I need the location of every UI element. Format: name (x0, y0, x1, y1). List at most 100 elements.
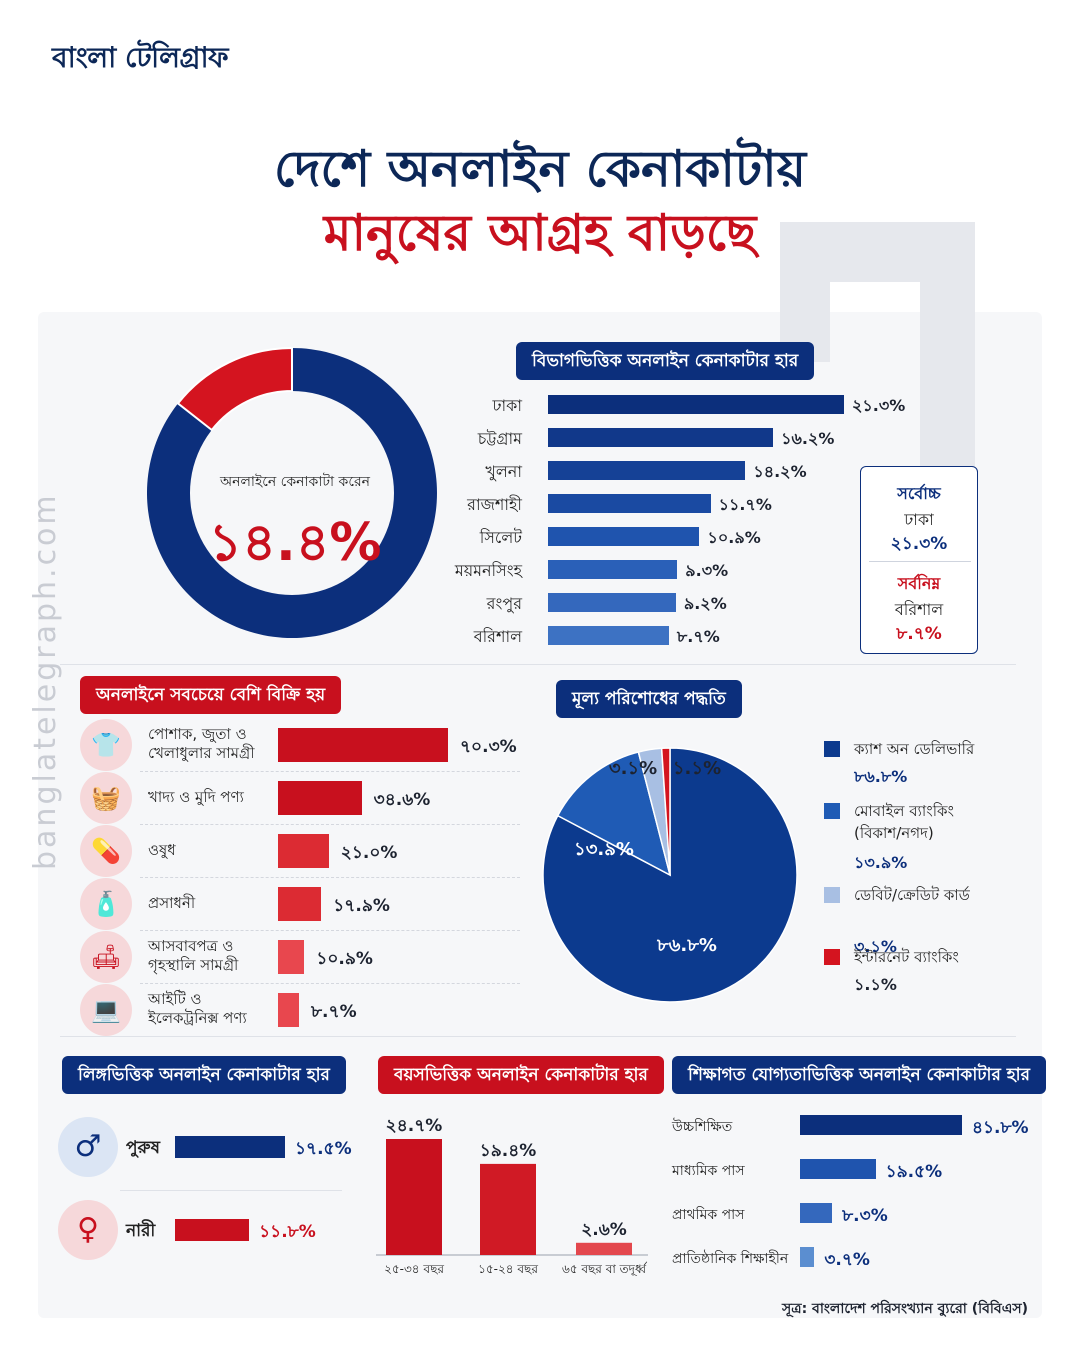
age-bar (480, 1163, 536, 1255)
education-label: প্রাতিষ্ঠানিক শিক্ষাহীন (672, 1251, 789, 1267)
sofa-icon: 🛋 (80, 931, 132, 983)
page-title-line2: মানুষের আগ্রহ বাড়ছে (323, 204, 757, 262)
gender-label: নারী (126, 1221, 156, 1241)
payment-pie-chart: ৮৬.৮% ১৩.৯% ৩.১% ১.১% (542, 747, 798, 1003)
payment-chart-title: মূল্য পরিশোধের পদ্ধতি (556, 680, 742, 718)
product-value: ২১.০% (340, 843, 398, 863)
watermark: banglatelegraph.com (28, 492, 63, 870)
gender-chart-title: লিঙ্গভিত্তিক অনলাইন কেনাকাটার হার (62, 1056, 346, 1094)
product-label: আইটি ও ইলেকট্রনিক্স পণ্য (148, 990, 247, 1027)
division-bar (548, 560, 678, 579)
product-value: ১০.৯% (316, 949, 373, 969)
division-value: ১৪.২% (753, 462, 807, 481)
division-bar (548, 527, 700, 546)
background-logo-mark (780, 222, 975, 537)
gender-bar (175, 1136, 285, 1158)
row-separator (140, 824, 520, 825)
product-label: প্রসাধনী (148, 894, 196, 912)
division-label: ময়মনসিংহ (454, 561, 522, 580)
product-bar (278, 940, 305, 974)
division-value: ৮.৭% (676, 627, 720, 646)
basket-icon: 🧺 (80, 772, 132, 824)
product-bar (278, 781, 362, 815)
pie-label-internet: ১.১% (673, 758, 721, 779)
highest-value: ২১.৩% (890, 534, 948, 554)
age-chart-title: বয়সভিত্তিক অনলাইন কেনাকাটার হার (378, 1056, 664, 1094)
lowest-label: সর্বনিম্ন (897, 574, 941, 593)
page-title-line1: দেশে অনলাইন কেনাকাটায় (273, 140, 807, 198)
gender-value: ১৭.৫% (295, 1139, 352, 1159)
education-chart-title: শিক্ষাগত যোগ্যতাভিত্তিক অনলাইন কেনাকাটার… (672, 1056, 1046, 1094)
donut-value: ১৪.৪% (208, 513, 382, 573)
legend-label: ইন্টারনেট ব্যাংকিং (854, 948, 959, 966)
division-label: চট্টগ্রাম (477, 429, 522, 448)
pie-label-cash: ৮৬.৮% (656, 935, 717, 956)
product-bar (278, 993, 300, 1027)
gender-value: ১১.৮% (259, 1222, 316, 1242)
education-label: মাধ্যমিক পাস (672, 1163, 745, 1179)
donut-online-slice (176, 346, 293, 432)
education-value: ৩.৭% (824, 1250, 870, 1270)
product-label: খাদ্য ও মুদি পণ্য (148, 788, 244, 806)
gender-label: পুরুষ (126, 1138, 160, 1158)
product-bar (278, 834, 329, 868)
legend-value: ১৩.৯% (854, 853, 908, 872)
division-label: রাজশাহী (467, 495, 522, 514)
legend-swatch (824, 803, 840, 819)
legend-swatch (824, 741, 840, 757)
age-bar (576, 1242, 632, 1255)
age-label: ২৫-৩৪ বছর (384, 1262, 444, 1276)
education-value: ৪১.৮% (972, 1118, 1029, 1138)
education-label: প্রাথমিক পাস (672, 1207, 745, 1223)
division-value: ১৬.২% (781, 429, 835, 448)
division-bar (548, 494, 711, 513)
clothing-icon: 👕 (80, 719, 132, 771)
age-value: ১৯.৪% (480, 1141, 537, 1161)
row-separator (140, 983, 520, 984)
division-value: ৯.২% (683, 594, 727, 613)
division-bar (548, 593, 676, 612)
overall-donut-chart (147, 346, 437, 638)
legend-value: ৮৬.৮% (854, 767, 908, 786)
division-value: ৯.৩% (685, 561, 729, 580)
age-value: ২.৬% (581, 1220, 627, 1240)
age-bar (386, 1139, 442, 1255)
donut-label: অনলাইনে কেনাকাটা করেন (219, 474, 371, 490)
division-label: খুলনা (485, 462, 522, 481)
row-separator (140, 771, 520, 772)
product-value: ৩৪.৬% (373, 790, 431, 810)
pie-slice-internet (660, 747, 671, 876)
section-divider-bottom (60, 1036, 1016, 1037)
education-bar (800, 1247, 815, 1267)
division-summary-box: সর্বোচ্চ ঢাকা ২১.৩% সর্বনিম্ন বরিশাল ৮.৭… (860, 466, 978, 654)
products-chart-title: অনলাইনে সবচেয়ে বেশি বিক্রি হয় (80, 676, 342, 714)
legend-label: মোবাইল ব্যাংকিং (বিকাশ/নগদ) (854, 802, 954, 842)
age-label: ৬৫ বছর বা তদূর্ধ্ব (562, 1262, 648, 1277)
legend-label: ক্যাশ অন ডেলিভারি (854, 740, 975, 758)
product-bar (278, 887, 322, 921)
section-divider (60, 664, 1016, 665)
product-value: ৭০.৩% (460, 737, 517, 757)
lowest-value: ৮.৭% (896, 624, 942, 644)
product-label: পোশাক, জুতা ও খেলাধুলার সামগ্রী (148, 725, 255, 762)
education-label: উচ্চশিক্ষিত (672, 1119, 733, 1135)
computer-icon: 💻 (80, 984, 132, 1036)
product-label: ওষুধ (148, 841, 176, 859)
division-label: রংপুর (486, 594, 522, 613)
source-note: সূত্র: বাংলাদেশ পরিসংখ্যান ব্যুরো (বিবিএ… (782, 1301, 1028, 1317)
row-separator (140, 877, 520, 878)
pie-label-card: ৩.১% (609, 758, 657, 779)
female-icon: ♀ (58, 1200, 118, 1260)
legend-swatch (824, 887, 840, 903)
division-label: সিলেট (479, 528, 522, 547)
division-value: ২১.৩% (852, 396, 906, 415)
age-value: ২৪.৭% (386, 1116, 443, 1136)
division-label: বরিশাল (473, 627, 522, 646)
education-bar (800, 1203, 833, 1223)
division-value: ১১.৭% (718, 495, 772, 514)
gender-bar (175, 1219, 250, 1241)
brand-logo[interactable]: বাংলা টেলিগ্রাফ (52, 41, 229, 74)
box-divider (869, 561, 971, 562)
pie-label-mobile: ১৩.৯% (574, 839, 634, 860)
legend-value: ৩.১% (854, 937, 897, 956)
